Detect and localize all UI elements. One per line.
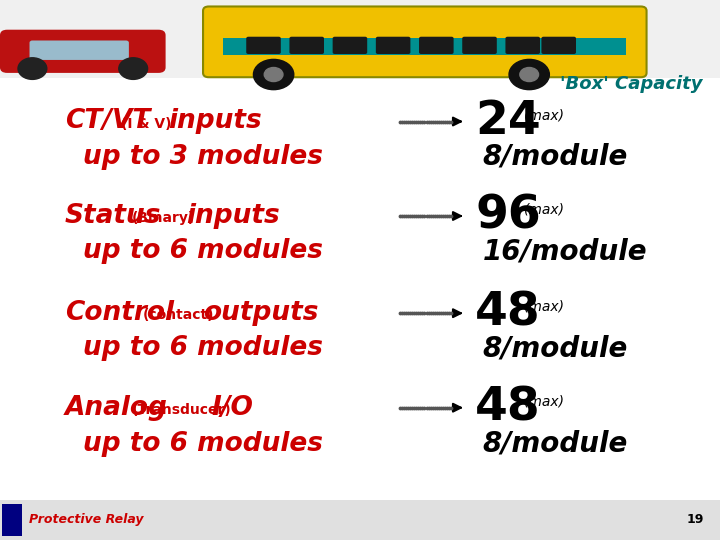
Text: inputs: inputs (168, 109, 262, 134)
Circle shape (18, 58, 47, 79)
Text: (contact): (contact) (143, 308, 215, 322)
FancyBboxPatch shape (0, 30, 166, 73)
Circle shape (119, 58, 148, 79)
FancyBboxPatch shape (203, 6, 647, 77)
FancyBboxPatch shape (289, 37, 324, 54)
FancyBboxPatch shape (333, 37, 367, 54)
FancyBboxPatch shape (376, 37, 410, 54)
FancyBboxPatch shape (462, 37, 497, 54)
Text: (max): (max) (524, 108, 565, 122)
Text: (Binary): (Binary) (132, 211, 195, 225)
Text: Control: Control (65, 300, 174, 326)
Text: up to 3 modules: up to 3 modules (83, 144, 323, 170)
Circle shape (520, 68, 539, 82)
FancyBboxPatch shape (246, 37, 281, 54)
Text: 96: 96 (475, 193, 541, 239)
Text: 48: 48 (475, 291, 541, 336)
Bar (2, 504, 22, 536)
Text: Status: Status (65, 203, 161, 229)
Bar (223, 38, 626, 55)
Text: 8/module: 8/module (482, 334, 628, 362)
FancyBboxPatch shape (541, 37, 576, 54)
Text: up to 6 modules: up to 6 modules (83, 431, 323, 457)
Text: (max): (max) (524, 394, 565, 408)
Text: 19: 19 (687, 513, 704, 526)
Text: up to 6 modules: up to 6 modules (83, 238, 323, 264)
FancyBboxPatch shape (419, 37, 454, 54)
Text: Analog: Analog (65, 395, 168, 421)
Text: 8/module: 8/module (482, 143, 628, 171)
Text: outputs: outputs (204, 300, 319, 326)
Text: I/O: I/O (212, 395, 253, 421)
Text: (I & V): (I & V) (121, 117, 171, 131)
Text: (max): (max) (524, 300, 565, 314)
Text: up to 6 modules: up to 6 modules (83, 335, 323, 361)
Text: CT/VT: CT/VT (65, 109, 150, 134)
Circle shape (509, 59, 549, 90)
Text: 'Box' Capacity: 'Box' Capacity (559, 75, 702, 92)
Text: (max): (max) (524, 202, 565, 217)
Text: inputs: inputs (186, 203, 280, 229)
Text: 8/module: 8/module (482, 430, 628, 458)
Bar (0, 0, 720, 78)
Circle shape (253, 59, 294, 90)
FancyBboxPatch shape (30, 40, 129, 60)
Circle shape (264, 68, 283, 82)
FancyBboxPatch shape (505, 37, 540, 54)
Text: 24: 24 (475, 99, 541, 144)
Text: 16/module: 16/module (482, 237, 647, 265)
Text: (Transducer): (Transducer) (132, 403, 232, 417)
Bar (0, 500, 720, 540)
Text: 48: 48 (475, 385, 541, 430)
Text: Protective Relay: Protective Relay (29, 513, 143, 526)
